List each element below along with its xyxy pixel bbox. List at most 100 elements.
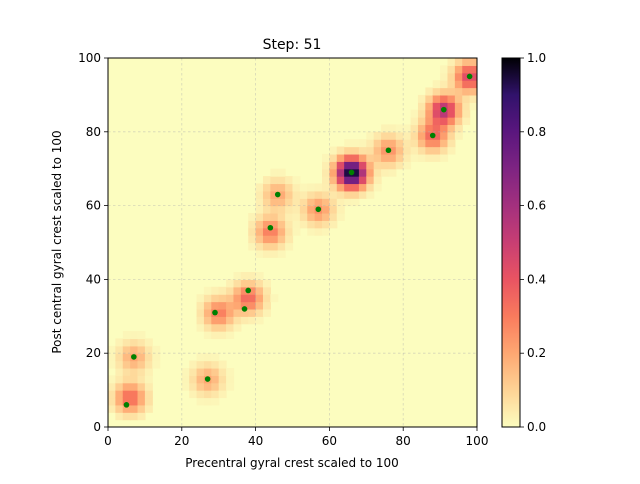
density-cell <box>454 72 463 81</box>
density-cell <box>189 360 198 369</box>
density-cell <box>270 190 279 199</box>
density-cell <box>196 323 205 332</box>
density-cell <box>196 360 205 369</box>
density-cell <box>218 360 227 369</box>
density-cell <box>373 183 382 192</box>
density-cell <box>115 412 124 421</box>
density-cell <box>432 117 441 126</box>
density-cell <box>130 397 139 406</box>
density-cell <box>358 139 367 148</box>
density-cell <box>417 153 426 162</box>
density-cell <box>108 375 116 384</box>
density-cell <box>314 227 323 236</box>
density-cell <box>203 397 212 406</box>
density-cell <box>233 323 242 332</box>
density-cell <box>137 360 146 369</box>
density-cell <box>299 183 308 192</box>
density-cell <box>240 308 249 317</box>
density-cell <box>196 294 205 303</box>
density-cell <box>351 168 360 177</box>
density-cell <box>432 109 441 118</box>
density-cell <box>447 102 456 111</box>
density-cell <box>344 139 353 148</box>
density-cell <box>388 153 397 162</box>
density-cell <box>285 227 294 236</box>
density-cell <box>322 198 330 207</box>
density-cell <box>255 286 264 295</box>
density-cell <box>454 87 463 96</box>
density-cell <box>462 65 471 74</box>
density-cell <box>196 375 205 384</box>
density-cell <box>454 65 463 74</box>
density-cell <box>336 212 345 221</box>
density-cell <box>218 323 227 332</box>
density-cell <box>130 338 139 347</box>
density-cell <box>203 316 212 325</box>
density-cell <box>108 360 116 369</box>
density-cell <box>203 331 212 340</box>
x-axis-ticks: 0 20 40 60 80 100 <box>104 427 488 448</box>
density-cell <box>255 272 264 280</box>
density-cell <box>410 117 419 126</box>
density-cell <box>115 404 124 413</box>
y-axis-label: Post central gyral crest scaled to 100 <box>50 130 64 353</box>
density-cell <box>196 308 205 317</box>
density-cell <box>440 87 449 96</box>
density-cell <box>307 220 316 229</box>
density-cell <box>373 168 382 177</box>
density-cell <box>130 360 139 369</box>
y-axis-ticks: 0 20 40 60 80 100 <box>78 51 108 434</box>
plot-area <box>107 57 478 428</box>
density-cell <box>248 301 257 310</box>
density-cell <box>425 117 434 126</box>
density-cell <box>277 220 286 229</box>
density-cell <box>322 190 330 199</box>
density-cell <box>454 131 463 140</box>
density-cell <box>130 382 139 391</box>
density-cell <box>447 139 456 148</box>
density-cell <box>344 176 353 185</box>
density-cell <box>440 109 449 118</box>
density-cell <box>255 227 264 236</box>
plot-frame <box>107 57 478 428</box>
density-cell <box>189 390 198 399</box>
density-cell <box>432 102 441 111</box>
density-cell <box>115 375 124 384</box>
density-cell <box>432 146 441 155</box>
density-cell <box>226 367 235 376</box>
density-cell <box>373 139 382 148</box>
density-cell <box>454 58 463 66</box>
density-cell <box>292 220 301 229</box>
density-cell <box>292 198 301 207</box>
density-cell <box>322 205 330 214</box>
density-cell <box>130 404 139 413</box>
density-cell <box>211 301 220 310</box>
density-cell <box>144 338 153 347</box>
density-cell <box>255 183 264 192</box>
density-cell <box>218 286 227 295</box>
density-cell <box>314 212 323 221</box>
data-point <box>429 132 436 139</box>
density-cell <box>196 397 205 406</box>
x-tick-label: 80 <box>396 434 411 448</box>
density-cell <box>226 294 235 303</box>
density-cell <box>425 102 434 111</box>
density-cell <box>196 316 205 325</box>
density-cell <box>336 168 345 177</box>
density-cell <box>152 360 161 369</box>
density-cell <box>233 294 242 303</box>
density-cell <box>211 390 220 399</box>
density-cell <box>381 168 390 177</box>
density-cell <box>366 153 375 162</box>
density-cell <box>218 331 227 340</box>
density-cell <box>226 316 235 325</box>
density-cell <box>211 353 220 362</box>
density-cell <box>255 279 264 288</box>
density-cell <box>358 153 367 162</box>
density-cell <box>358 190 367 199</box>
density-cell <box>211 316 220 325</box>
density-cell <box>425 153 434 162</box>
density-cell <box>373 176 382 185</box>
density-cell <box>440 65 449 74</box>
density-cell <box>292 190 301 199</box>
